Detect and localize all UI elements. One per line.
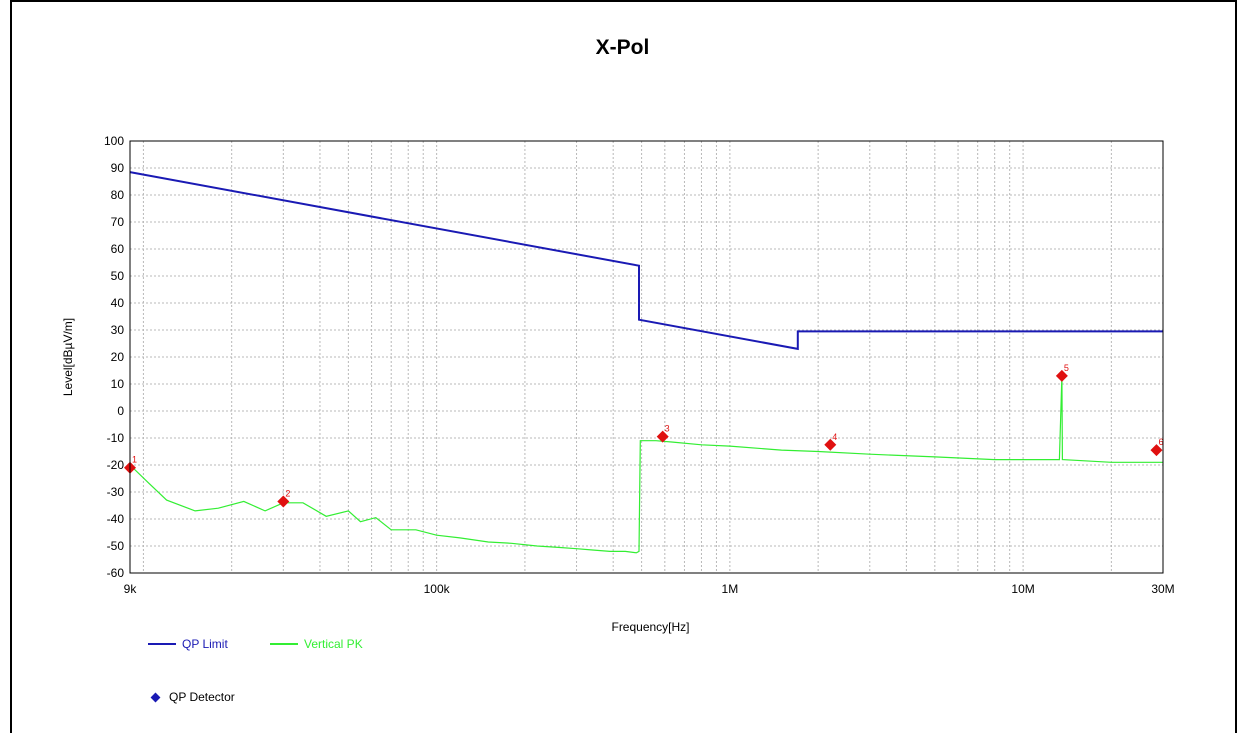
- qp-marker-label: 6: [1158, 437, 1163, 447]
- qp-marker-label: 2: [285, 488, 290, 498]
- legend-swatch-qp-limit: [148, 643, 176, 645]
- series-line-vertical-pk: [129, 375, 1163, 554]
- y-axis-label: Level[dBµV/m]: [61, 318, 75, 396]
- qp-marker: [824, 438, 837, 451]
- x-tick-label: 30M: [1151, 582, 1174, 596]
- legend-item-vertical-pk: Vertical PK: [270, 637, 363, 651]
- y-tick-label: 70: [111, 215, 125, 229]
- y-tick-label: -10: [107, 431, 125, 445]
- y-tick-label: 100: [104, 134, 124, 148]
- x-tick-label: 1M: [722, 582, 739, 596]
- plot-border: [129, 140, 1164, 574]
- y-tick-label: 50: [111, 269, 125, 283]
- legend-item-qp-limit: QP Limit: [148, 637, 228, 651]
- qp-marker: [277, 495, 290, 508]
- diamond-icon: [150, 692, 161, 702]
- y-tick-label: -20: [107, 458, 125, 472]
- legend-label-qp-detector: QP Detector: [169, 690, 235, 704]
- qp-marker-label: 3: [665, 424, 670, 434]
- grid: [129, 140, 1164, 574]
- x-tick-label: 100k: [424, 582, 451, 596]
- y-tick-label: 80: [111, 188, 125, 202]
- legend-swatch-vertical-pk: [270, 643, 298, 645]
- y-tick-label: 40: [111, 296, 125, 310]
- y-tick-label: -40: [107, 512, 125, 526]
- qp-marker: [656, 430, 669, 443]
- y-tick-label: 90: [111, 161, 125, 175]
- qp-marker-label: 5: [1064, 363, 1069, 373]
- y-tick-label: -50: [107, 539, 125, 553]
- chart-frame: [10, 0, 1237, 733]
- y-tick-label: -60: [107, 566, 125, 580]
- qp-markers: 1 2 3 4 5 6: [124, 363, 1163, 508]
- x-tick-labels: 9k 100k 1M 10M 30M: [124, 582, 1175, 596]
- legend-item-qp-detector: QP Detector: [148, 690, 235, 704]
- qp-marker: [1055, 369, 1068, 382]
- x-tick-label: 9k: [124, 582, 138, 596]
- chart-title: X-Pol: [595, 36, 650, 59]
- y-tick-label: 0: [117, 404, 124, 418]
- y-tick-label: 20: [111, 350, 125, 364]
- qp-marker-label: 4: [832, 432, 837, 442]
- y-tick-label: -30: [107, 485, 125, 499]
- legend-label-qp-limit: QP Limit: [182, 637, 228, 651]
- qp-marker: [1150, 444, 1163, 457]
- y-tick-label: 60: [111, 242, 125, 256]
- legend-label-vertical-pk: Vertical PK: [304, 637, 363, 651]
- x-tick-label: 10M: [1011, 582, 1034, 596]
- qp-marker-label: 1: [132, 455, 137, 465]
- x-axis-label: Frequency[Hz]: [611, 620, 689, 634]
- y-tick-label: 30: [111, 323, 125, 337]
- y-tick-label: 10: [111, 377, 125, 391]
- series-line-qp-limit: [129, 171, 1163, 351]
